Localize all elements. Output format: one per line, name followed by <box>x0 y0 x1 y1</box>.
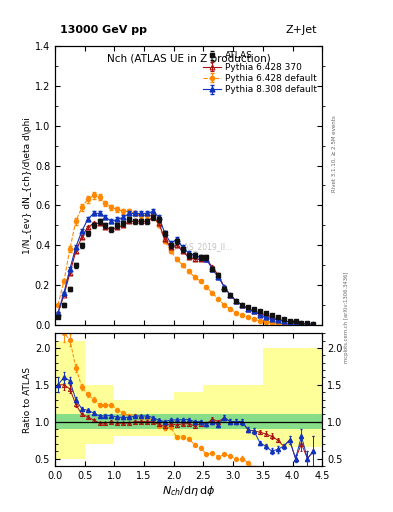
Text: Rivet 3.1.10, ≥ 2.5M events: Rivet 3.1.10, ≥ 2.5M events <box>332 115 337 192</box>
Y-axis label: 1/N_{ev} dN_{ch}/d\eta d\phi: 1/N_{ev} dN_{ch}/d\eta d\phi <box>23 117 32 254</box>
Text: ATLAS_2019_II...: ATLAS_2019_II... <box>171 242 233 251</box>
Legend: ATLAS, Pythia 6.428 370, Pythia 6.428 default, Pythia 8.308 default: ATLAS, Pythia 6.428 370, Pythia 6.428 de… <box>200 48 320 98</box>
Y-axis label: Ratio to ATLAS: Ratio to ATLAS <box>23 367 32 433</box>
Text: Nch (ATLAS UE in Z production): Nch (ATLAS UE in Z production) <box>107 54 270 65</box>
Text: Z+Jet: Z+Jet <box>285 25 317 35</box>
Text: 13000 GeV pp: 13000 GeV pp <box>61 25 147 35</box>
X-axis label: $N_{ch}/\mathrm{d}\eta\,\mathrm{d}\phi$: $N_{ch}/\mathrm{d}\eta\,\mathrm{d}\phi$ <box>162 483 215 498</box>
Text: mcplots.cern.ch [arXiv:1306.3436]: mcplots.cern.ch [arXiv:1306.3436] <box>344 272 349 363</box>
